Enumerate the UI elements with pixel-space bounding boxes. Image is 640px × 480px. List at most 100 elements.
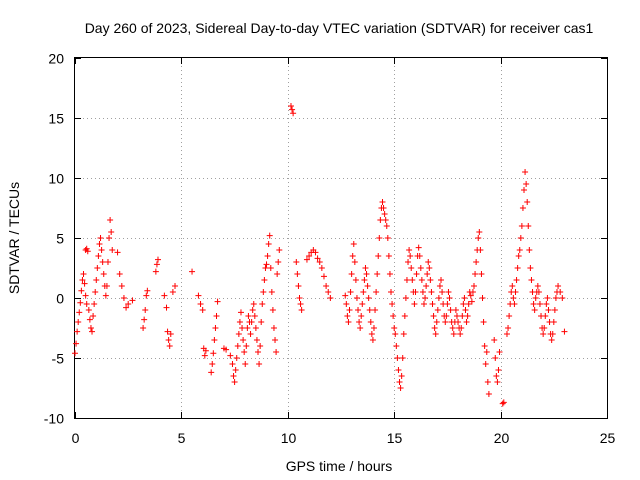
- y-tick-label: 15: [48, 111, 64, 127]
- data-point: [481, 343, 488, 349]
- data-point: [444, 301, 451, 307]
- data-point: [209, 361, 216, 367]
- data-point: [195, 292, 202, 299]
- y-tick-label: -5: [52, 351, 65, 367]
- data-point: [108, 229, 115, 235]
- data-point: [493, 373, 500, 379]
- data-point: [103, 283, 110, 289]
- data-point: [390, 313, 397, 319]
- data-point: [346, 307, 353, 313]
- data-point: [399, 355, 406, 361]
- data-point: [153, 261, 160, 268]
- data-point: [509, 283, 516, 289]
- data-point: [350, 241, 357, 247]
- data-point: [276, 247, 283, 253]
- data-point: [375, 253, 382, 259]
- data-point: [262, 265, 269, 271]
- data-point: [516, 247, 523, 253]
- data-points: [72, 103, 568, 407]
- data-point: [164, 328, 171, 335]
- data-point: [388, 289, 395, 295]
- data-point: [452, 307, 459, 313]
- data-point: [312, 249, 319, 256]
- data-point: [233, 355, 240, 361]
- data-point: [523, 181, 530, 187]
- data-point: [120, 295, 127, 301]
- data-point: [84, 248, 91, 255]
- data-point: [106, 235, 113, 241]
- data-point: [420, 301, 427, 307]
- data-point: [491, 337, 498, 343]
- data-point: [77, 299, 84, 306]
- data-point: [376, 235, 383, 241]
- data-point: [298, 307, 305, 313]
- data-point: [294, 271, 301, 277]
- y-tick-label: -10: [44, 411, 64, 427]
- data-point: [544, 295, 551, 301]
- data-point: [430, 313, 437, 319]
- data-point: [499, 400, 506, 407]
- data-point: [97, 235, 104, 241]
- data-point: [141, 316, 148, 323]
- data-point: [528, 277, 535, 283]
- data-point: [353, 295, 360, 301]
- data-point: [416, 253, 423, 259]
- data-point: [372, 307, 379, 313]
- x-tick-label: 10: [281, 430, 297, 446]
- data-point: [349, 253, 356, 259]
- data-point: [239, 325, 246, 331]
- data-point: [479, 295, 486, 301]
- data-point: [320, 273, 327, 280]
- data-point: [522, 169, 529, 175]
- data-point: [345, 319, 352, 325]
- data-point: [407, 253, 414, 259]
- data-point: [398, 373, 405, 379]
- y-tick-label: 20: [48, 51, 64, 67]
- data-point: [163, 304, 170, 311]
- data-point: [415, 244, 422, 251]
- data-point: [261, 277, 268, 283]
- data-point: [514, 265, 521, 271]
- data-point: [368, 331, 375, 337]
- data-point: [236, 319, 243, 325]
- data-point: [428, 289, 435, 295]
- data-point: [548, 337, 555, 343]
- data-point: [325, 289, 332, 295]
- data-point: [230, 373, 237, 379]
- data-point: [210, 350, 217, 357]
- data-point: [98, 247, 105, 253]
- data-point: [266, 232, 273, 239]
- data-point: [161, 292, 168, 299]
- data-point: [76, 309, 83, 316]
- data-point: [295, 283, 302, 289]
- data-point: [543, 301, 550, 307]
- data-point: [453, 313, 460, 319]
- data-point: [540, 331, 547, 337]
- data-point: [555, 283, 562, 289]
- data-point: [114, 249, 121, 256]
- data-point: [492, 355, 499, 361]
- data-point: [473, 259, 480, 265]
- data-point: [496, 349, 503, 355]
- data-point: [460, 301, 467, 307]
- data-point: [392, 331, 399, 337]
- data-point: [272, 337, 279, 343]
- data-point: [426, 265, 433, 271]
- data-point: [483, 349, 490, 355]
- data-point: [485, 391, 492, 397]
- data-point: [125, 301, 132, 307]
- data-point: [443, 313, 450, 319]
- data-point: [433, 319, 440, 325]
- data-point: [463, 319, 470, 325]
- data-point: [472, 271, 479, 277]
- data-point: [232, 367, 239, 373]
- data-point: [237, 309, 244, 316]
- data-point: [223, 346, 230, 353]
- data-point: [202, 347, 209, 354]
- data-point: [247, 331, 254, 337]
- data-point: [256, 361, 263, 367]
- data-point: [439, 289, 446, 295]
- data-point: [248, 319, 255, 325]
- data-point: [386, 271, 393, 277]
- data-point: [253, 337, 260, 343]
